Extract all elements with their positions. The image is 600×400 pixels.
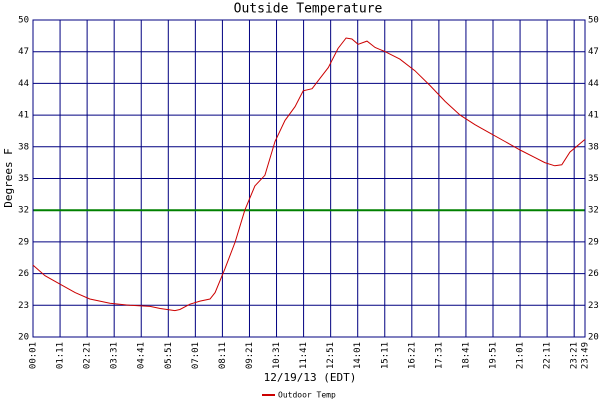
x-tick-label: 01:11: [56, 342, 66, 369]
y-tick-label: 35: [18, 174, 29, 184]
x-tick-label: 11:41: [299, 342, 309, 369]
x-tick-label: 12:51: [326, 342, 336, 369]
x-tick-label: 04:41: [137, 342, 147, 369]
y2-tick-label: 50: [588, 16, 599, 26]
y2-tick-label: 26: [588, 269, 599, 279]
x-tick-label: 21:01: [516, 342, 526, 369]
y-tick-label: 29: [18, 237, 29, 247]
plot-frame: [32, 19, 586, 338]
x-tick-label: 18:41: [461, 342, 471, 369]
y2-tick-label: 41: [588, 111, 599, 121]
line-series: [32, 37, 586, 312]
x-tick-label: 03:31: [110, 342, 120, 369]
x-tick-label: 14:01: [353, 342, 363, 369]
x-tick-label: 07:01: [191, 342, 201, 369]
y-tick-label: 20: [18, 333, 29, 343]
y2-tick-label: 23: [588, 301, 599, 311]
y2-tick-label: 38: [588, 142, 599, 152]
chart-title: Outside Temperature: [234, 2, 383, 17]
x-tick-label: 09:21: [245, 342, 255, 369]
y2-tick-label: 35: [588, 174, 599, 184]
y-tick-label: 32: [18, 206, 29, 216]
x-tick-label: 08:11: [218, 342, 228, 369]
y-axis-label: Degrees F: [2, 148, 15, 208]
x-tick-label: 02:21: [83, 342, 93, 369]
x-tick-label: 00:01: [29, 342, 39, 369]
y2-tick-label: 44: [588, 79, 599, 89]
legend-label: Outdoor Temp: [278, 391, 336, 400]
x-tick-label: 23:49: [581, 342, 591, 369]
x-tick-label: 05:51: [164, 342, 174, 369]
y-tick-label: 44: [18, 79, 29, 89]
y2-tick-label: 29: [588, 237, 599, 247]
x-tick-label: 17:31: [434, 342, 444, 369]
y-tick-label: 38: [18, 142, 29, 152]
y-tick-label: 41: [18, 111, 29, 121]
y-tick-label: 50: [18, 16, 29, 26]
y2-tick-label: 20: [588, 333, 599, 343]
y2-tick-label: 32: [588, 206, 599, 216]
x-tick-label: 19:51: [489, 342, 499, 369]
x-tick-label: 15:11: [380, 342, 390, 369]
y-tick-label: 26: [18, 269, 29, 279]
y-tick-label: 47: [18, 47, 29, 57]
y-tick-label: 23: [18, 301, 29, 311]
y2-tick-label: 47: [588, 47, 599, 57]
x-tick-label: 22:11: [543, 342, 553, 369]
x-tick-label: 16:21: [407, 342, 417, 369]
x-tick-label: 23:21: [570, 342, 580, 369]
x-tick-label: 10:31: [272, 342, 282, 369]
x-axis-label: 12/19/13 (EDT): [264, 371, 357, 384]
